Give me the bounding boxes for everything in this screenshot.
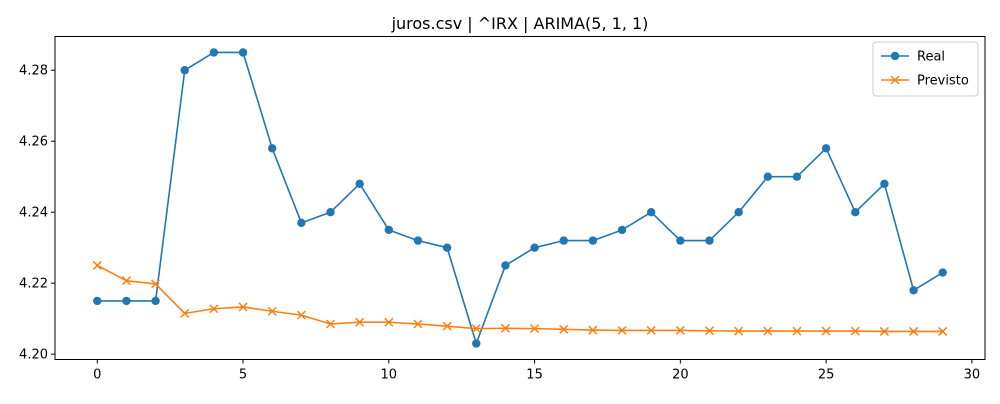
data-point-previsto (938, 326, 948, 336)
data-point-previsto (151, 279, 161, 289)
data-point-real (763, 172, 773, 181)
data-point-real (938, 268, 947, 277)
legend: Real Previsto (872, 41, 979, 97)
data-point-real (880, 179, 889, 189)
data-point-real (617, 225, 627, 235)
data-point-previsto (617, 325, 627, 335)
data-point-previsto (588, 325, 598, 335)
data-point-previsto (734, 326, 744, 336)
data-point-real (413, 236, 423, 245)
data-point-previsto (850, 326, 860, 336)
legend-label-real: Real (917, 50, 945, 65)
legend-marker-real (890, 51, 900, 61)
legend-marker-previsto (890, 75, 900, 85)
data-point-previsto (413, 319, 423, 329)
y-tick-label: 4.26 (19, 135, 48, 150)
y-tick-label: 4.20 (19, 348, 48, 363)
x-tick-label: 20 (672, 368, 689, 383)
data-point-real (530, 243, 539, 252)
plot-area (92, 48, 948, 348)
data-point-previsto (909, 326, 919, 336)
data-point-previsto (238, 302, 248, 312)
data-point-real (821, 144, 831, 153)
data-point-real (676, 236, 685, 245)
x-tick-label: 10 (381, 368, 398, 383)
data-point-real (472, 339, 481, 348)
x-tick-label: 5 (239, 368, 247, 383)
data-point-real (209, 48, 219, 57)
data-point-previsto (121, 276, 131, 286)
data-point-real (267, 144, 277, 153)
x-tick-label: 30 (964, 368, 981, 383)
data-point-real (909, 286, 918, 295)
data-point-real (238, 48, 248, 57)
y-tick-label: 4.28 (19, 64, 48, 79)
data-point-real (646, 207, 656, 217)
data-point-real (851, 207, 860, 217)
data-point-real (326, 207, 335, 217)
data-point-previsto (209, 304, 219, 314)
data-point-real (151, 296, 160, 306)
data-point-real (442, 243, 452, 252)
x-tick-label: 25 (818, 368, 835, 383)
chart-title: juros.csv | ^IRX | ARIMA(5, 1, 1) (391, 14, 649, 33)
data-point-previsto (792, 326, 802, 336)
legend-label-previsto: Previsto (917, 74, 969, 89)
data-point-previsto (821, 326, 831, 336)
data-point-previsto (384, 317, 394, 327)
data-point-real (355, 179, 364, 189)
data-point-real (588, 236, 598, 245)
x-tick-label: 0 (93, 368, 101, 383)
data-point-previsto (355, 317, 365, 327)
data-point-previsto (879, 326, 889, 336)
x-tick-label: 15 (526, 368, 543, 383)
series-line-previsto (96, 264, 943, 333)
data-point-real (792, 172, 802, 181)
data-point-real (734, 207, 743, 217)
data-point-real (705, 236, 714, 245)
data-point-previsto (325, 319, 336, 329)
data-point-real (93, 296, 102, 306)
data-point-previsto (180, 308, 190, 318)
x-axis: 0 5 10 15 20 25 30 (93, 359, 981, 383)
series-line-real (97, 51, 944, 345)
data-point-real (122, 296, 131, 306)
data-point-real (501, 261, 510, 270)
data-point-previsto (704, 326, 715, 336)
data-point-real (559, 236, 568, 245)
data-point-previsto (646, 325, 656, 335)
data-point-previsto (559, 324, 569, 334)
data-point-previsto (530, 324, 540, 334)
plot-frame (54, 36, 986, 360)
data-point-previsto (92, 260, 102, 270)
y-axis: 4.20 4.22 4.24 4.26 4.28 (19, 64, 55, 363)
y-tick-label: 4.24 (19, 206, 48, 221)
data-point-previsto (296, 310, 306, 320)
data-point-previsto (471, 324, 481, 334)
data-point-real (297, 218, 306, 228)
y-tick-label: 4.22 (19, 277, 48, 292)
data-point-previsto (675, 325, 685, 335)
data-point-previsto (442, 321, 452, 331)
data-point-previsto (267, 306, 277, 316)
data-point-real (384, 225, 394, 235)
data-point-previsto (500, 323, 510, 333)
data-point-previsto (763, 326, 773, 336)
data-point-real (180, 66, 189, 75)
